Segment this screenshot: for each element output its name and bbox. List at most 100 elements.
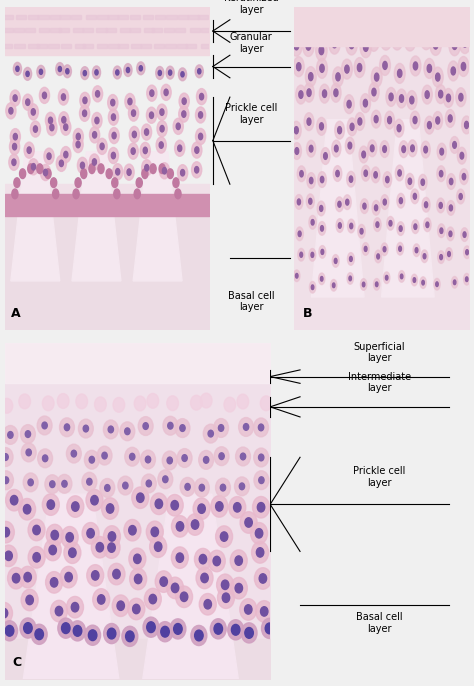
Circle shape	[292, 143, 301, 159]
Circle shape	[381, 195, 389, 209]
Circle shape	[424, 218, 431, 232]
Circle shape	[451, 67, 456, 75]
Circle shape	[92, 158, 96, 165]
Circle shape	[208, 550, 225, 571]
Circle shape	[129, 525, 136, 535]
Circle shape	[44, 169, 47, 176]
Circle shape	[374, 73, 379, 81]
Circle shape	[104, 624, 119, 643]
Circle shape	[182, 111, 186, 117]
Circle shape	[381, 243, 388, 256]
Circle shape	[73, 189, 79, 199]
Circle shape	[12, 143, 17, 150]
Circle shape	[319, 273, 325, 285]
Circle shape	[117, 601, 125, 611]
Circle shape	[305, 67, 316, 86]
Circle shape	[295, 147, 299, 154]
Circle shape	[410, 111, 420, 129]
Circle shape	[439, 202, 442, 209]
Circle shape	[91, 536, 108, 558]
Circle shape	[259, 477, 264, 484]
Bar	[50, 15, 60, 19]
Circle shape	[27, 164, 34, 174]
Bar	[71, 15, 82, 19]
Circle shape	[137, 62, 145, 75]
Circle shape	[201, 573, 208, 582]
Circle shape	[90, 127, 100, 143]
Circle shape	[400, 95, 403, 102]
Circle shape	[458, 56, 469, 76]
Circle shape	[13, 62, 21, 75]
Circle shape	[438, 224, 445, 237]
Circle shape	[336, 197, 344, 212]
Circle shape	[156, 67, 164, 80]
Circle shape	[422, 198, 430, 212]
Circle shape	[160, 126, 164, 132]
Circle shape	[46, 113, 55, 128]
Circle shape	[81, 67, 89, 80]
Circle shape	[419, 174, 427, 190]
Circle shape	[92, 66, 100, 79]
Circle shape	[375, 250, 382, 263]
Bar	[198, 15, 208, 19]
Circle shape	[309, 73, 313, 81]
Circle shape	[375, 282, 378, 287]
Circle shape	[318, 172, 327, 187]
Circle shape	[386, 176, 389, 182]
Bar	[3, 15, 13, 19]
Circle shape	[343, 195, 351, 209]
Circle shape	[92, 132, 97, 138]
Circle shape	[432, 67, 443, 87]
Bar	[51, 28, 61, 32]
Circle shape	[347, 100, 351, 108]
Circle shape	[330, 279, 337, 291]
Circle shape	[62, 94, 65, 100]
Circle shape	[333, 67, 344, 87]
Circle shape	[380, 29, 392, 50]
Circle shape	[160, 109, 164, 115]
Circle shape	[319, 84, 330, 103]
Circle shape	[230, 550, 247, 571]
Circle shape	[254, 471, 269, 490]
Circle shape	[408, 140, 417, 156]
Circle shape	[195, 107, 206, 123]
Circle shape	[73, 128, 83, 145]
Circle shape	[350, 123, 354, 130]
Bar	[143, 15, 153, 19]
Circle shape	[109, 109, 118, 125]
Circle shape	[97, 446, 112, 465]
Circle shape	[422, 85, 432, 104]
Circle shape	[156, 137, 166, 153]
Circle shape	[296, 85, 306, 104]
Circle shape	[258, 424, 264, 431]
Circle shape	[23, 473, 38, 492]
Circle shape	[311, 285, 314, 289]
Circle shape	[175, 418, 190, 438]
Circle shape	[335, 121, 345, 139]
Circle shape	[39, 87, 50, 104]
Circle shape	[185, 484, 190, 490]
Circle shape	[256, 547, 264, 557]
Circle shape	[100, 143, 104, 150]
Circle shape	[175, 586, 192, 608]
Circle shape	[47, 153, 51, 159]
Text: C: C	[13, 656, 22, 669]
Circle shape	[168, 70, 172, 75]
Circle shape	[433, 40, 438, 49]
Circle shape	[59, 160, 64, 167]
Circle shape	[463, 39, 467, 47]
Circle shape	[82, 110, 87, 117]
Circle shape	[60, 418, 74, 437]
Circle shape	[383, 247, 386, 252]
Circle shape	[347, 252, 355, 265]
Circle shape	[10, 495, 18, 505]
Circle shape	[175, 189, 181, 199]
Circle shape	[218, 587, 235, 608]
Circle shape	[219, 425, 224, 431]
Circle shape	[374, 217, 381, 231]
Bar	[2, 45, 12, 48]
Circle shape	[464, 246, 471, 259]
Circle shape	[413, 278, 416, 283]
Circle shape	[24, 67, 32, 80]
Circle shape	[199, 133, 202, 140]
